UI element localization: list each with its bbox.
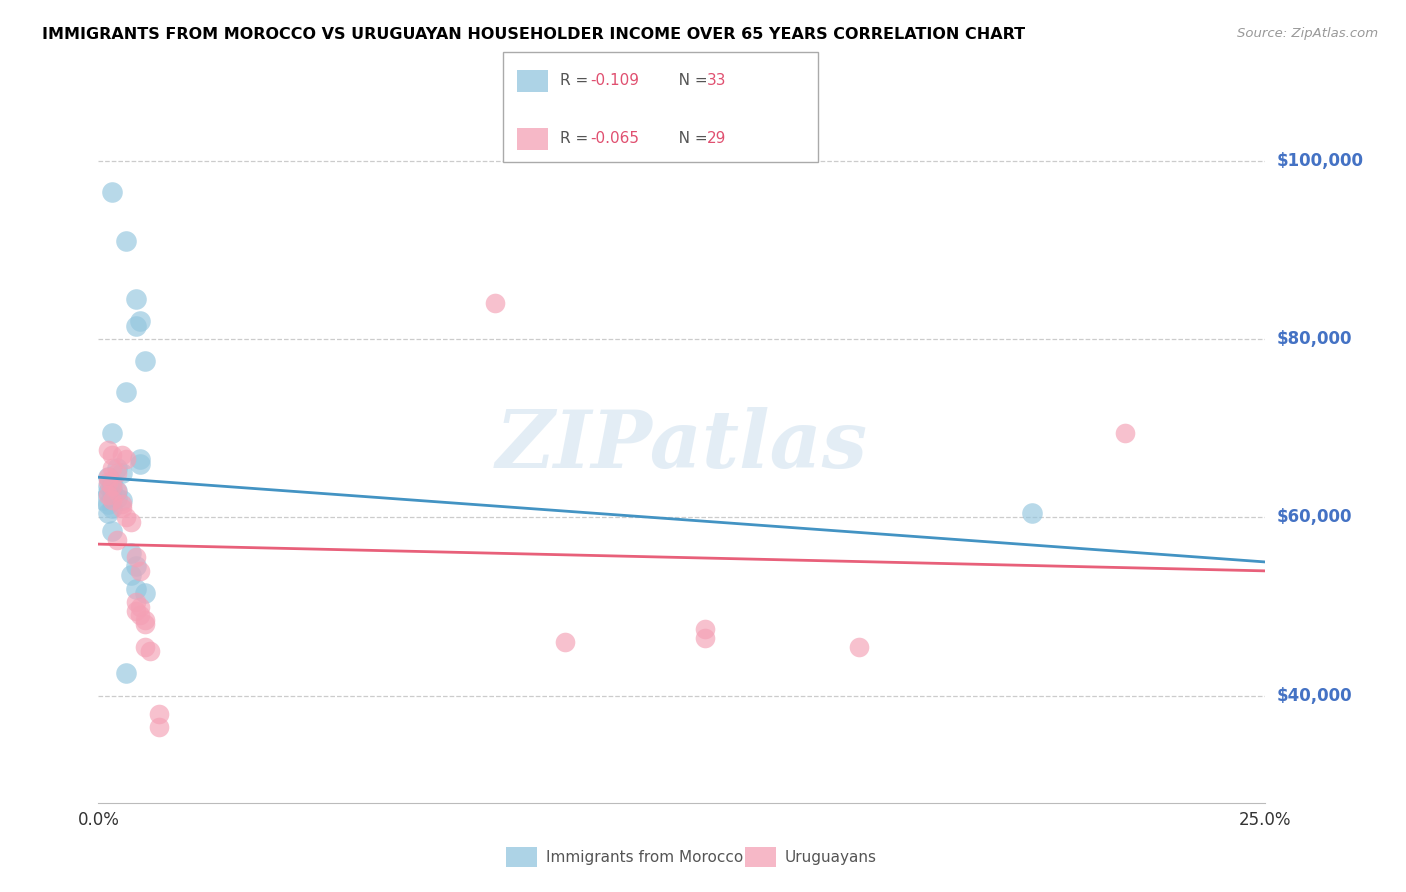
Point — [129, 452, 152, 467]
Point — [129, 599, 152, 614]
Point — [97, 497, 120, 511]
Point — [111, 466, 134, 480]
Point — [101, 461, 124, 475]
Text: $60,000: $60,000 — [1277, 508, 1353, 526]
Point — [105, 466, 128, 480]
Point — [101, 479, 124, 493]
Point — [1114, 425, 1136, 440]
Point — [97, 506, 120, 520]
Point — [134, 613, 156, 627]
Point — [115, 452, 138, 467]
Point — [134, 617, 156, 632]
Point — [115, 666, 138, 681]
Point — [101, 492, 124, 507]
Text: 33: 33 — [707, 73, 727, 88]
Point — [125, 595, 148, 609]
Point — [97, 479, 120, 493]
Point — [101, 482, 124, 496]
Point — [125, 550, 148, 565]
Point — [848, 640, 870, 654]
Text: N =: N = — [664, 131, 711, 146]
Point — [101, 185, 124, 199]
Point — [101, 475, 124, 489]
Point — [111, 497, 134, 511]
Point — [105, 483, 128, 498]
Text: Uruguayans: Uruguayans — [785, 850, 876, 864]
Point — [101, 524, 124, 538]
Point — [97, 485, 120, 500]
Point — [125, 318, 148, 333]
Point — [148, 706, 170, 721]
Point — [134, 354, 156, 368]
Text: IMMIGRANTS FROM MOROCCO VS URUGUAYAN HOUSEHOLDER INCOME OVER 65 YEARS CORRELATIO: IMMIGRANTS FROM MOROCCO VS URUGUAYAN HOU… — [42, 27, 1025, 42]
Point — [101, 488, 124, 502]
Point — [111, 492, 134, 507]
Point — [148, 720, 170, 734]
Point — [97, 475, 120, 489]
Point — [125, 559, 148, 574]
Point — [105, 461, 128, 475]
Point — [125, 292, 148, 306]
Point — [120, 515, 142, 529]
Text: R =: R = — [560, 131, 593, 146]
Point — [129, 457, 152, 471]
Text: $80,000: $80,000 — [1277, 330, 1353, 348]
Text: Immigrants from Morocco: Immigrants from Morocco — [546, 850, 742, 864]
Point — [695, 631, 717, 645]
Point — [120, 546, 142, 560]
Point — [97, 443, 120, 458]
Point — [125, 582, 148, 596]
Point — [111, 448, 134, 462]
Point — [97, 488, 120, 502]
Point — [101, 501, 124, 516]
Point — [134, 586, 156, 600]
Point — [484, 296, 506, 310]
Point — [120, 568, 142, 582]
Text: -0.065: -0.065 — [591, 131, 640, 146]
Point — [115, 234, 138, 248]
Point — [129, 314, 152, 328]
Point — [97, 470, 120, 484]
Text: Source: ZipAtlas.com: Source: ZipAtlas.com — [1237, 27, 1378, 40]
Point — [105, 483, 128, 498]
Point — [101, 448, 124, 462]
Point — [695, 622, 717, 636]
Text: -0.109: -0.109 — [591, 73, 640, 88]
Point — [129, 564, 152, 578]
Text: ZIPatlas: ZIPatlas — [496, 408, 868, 484]
Text: $40,000: $40,000 — [1277, 687, 1353, 705]
Text: R =: R = — [560, 73, 593, 88]
Text: $100,000: $100,000 — [1277, 152, 1364, 169]
Point — [115, 385, 138, 400]
Text: 29: 29 — [707, 131, 727, 146]
Point — [1021, 506, 1043, 520]
Point — [101, 425, 124, 440]
Point — [139, 644, 162, 658]
Point — [129, 608, 152, 623]
Point — [91, 492, 114, 507]
Point — [111, 501, 134, 516]
Point — [105, 533, 128, 547]
Point — [134, 640, 156, 654]
Point — [115, 510, 138, 524]
Text: N =: N = — [664, 73, 711, 88]
Point — [105, 491, 128, 505]
Point — [554, 635, 576, 649]
Point — [125, 604, 148, 618]
Point — [97, 470, 120, 484]
